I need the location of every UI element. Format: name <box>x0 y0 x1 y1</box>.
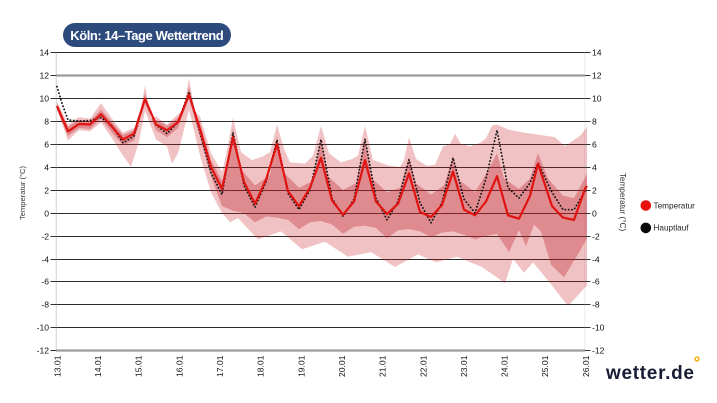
svg-text:0: 0 <box>592 209 597 219</box>
svg-text:-12: -12 <box>37 346 50 356</box>
svg-text:12: 12 <box>592 71 602 81</box>
svg-text:14: 14 <box>39 48 49 58</box>
svg-text:21.01: 21.01 <box>378 355 388 377</box>
svg-text:6: 6 <box>592 140 597 150</box>
svg-text:14.01: 14.01 <box>93 355 103 377</box>
svg-text:-12: -12 <box>592 346 605 356</box>
svg-text:8: 8 <box>592 117 597 127</box>
svg-text:-2: -2 <box>41 232 49 242</box>
svg-text:22.01: 22.01 <box>418 355 428 377</box>
svg-text:15.01: 15.01 <box>134 355 144 377</box>
svg-text:12: 12 <box>39 71 49 81</box>
svg-text:20.01: 20.01 <box>337 355 347 377</box>
svg-text:-4: -4 <box>592 255 600 265</box>
svg-text:-4: -4 <box>41 255 49 265</box>
svg-text:0: 0 <box>44 209 49 219</box>
svg-text:19.01: 19.01 <box>296 355 306 377</box>
svg-text:-8: -8 <box>41 300 49 310</box>
svg-text:wetter.de: wetter.de <box>605 363 695 384</box>
svg-text:-8: -8 <box>592 300 600 310</box>
svg-text:10: 10 <box>39 94 49 104</box>
svg-text:2: 2 <box>592 186 597 196</box>
svg-text:26.01: 26.01 <box>581 355 591 377</box>
svg-text:6: 6 <box>44 140 49 150</box>
svg-text:-6: -6 <box>592 277 600 287</box>
svg-text:25.01: 25.01 <box>540 355 550 377</box>
svg-text:-2: -2 <box>592 232 600 242</box>
svg-text:Temperatur (°C): Temperatur (°C) <box>618 173 627 232</box>
svg-text:17.01: 17.01 <box>215 355 225 377</box>
svg-text:-6: -6 <box>41 277 49 287</box>
svg-text:23.01: 23.01 <box>459 355 469 377</box>
svg-text:4: 4 <box>592 163 597 173</box>
svg-text:2: 2 <box>44 186 49 196</box>
svg-text:18.01: 18.01 <box>256 355 266 377</box>
svg-text:16.01: 16.01 <box>174 355 184 377</box>
svg-text:4: 4 <box>44 163 49 173</box>
svg-text:-10: -10 <box>37 323 50 333</box>
svg-text:Temperatur: Temperatur <box>654 201 696 210</box>
svg-text:24.01: 24.01 <box>500 355 510 377</box>
svg-text:13.01: 13.01 <box>52 355 62 377</box>
svg-text:8: 8 <box>44 117 49 127</box>
svg-text:-10: -10 <box>592 323 605 333</box>
svg-text:Hauptlauf: Hauptlauf <box>654 224 690 233</box>
svg-text:14: 14 <box>592 48 602 58</box>
svg-text:Temperatur (°C): Temperatur (°C) <box>18 165 27 220</box>
svg-text:10: 10 <box>592 94 602 104</box>
